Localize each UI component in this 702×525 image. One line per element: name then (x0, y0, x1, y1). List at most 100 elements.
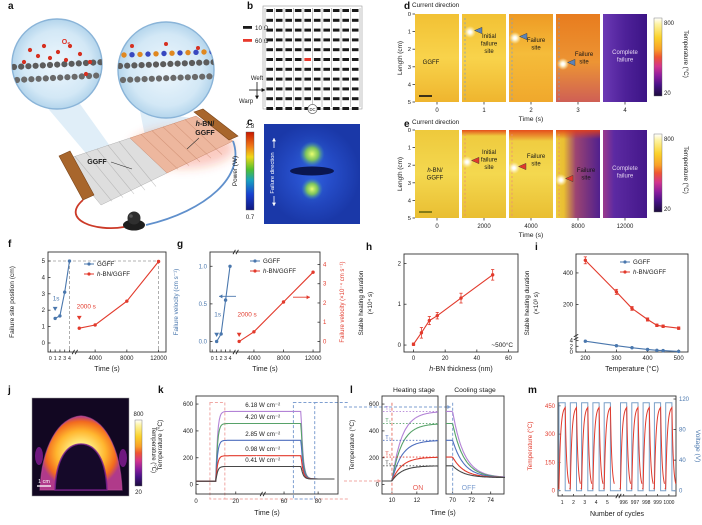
xtick-label: 1 (482, 108, 486, 114)
resistor-10ohm (332, 28, 340, 32)
data-point (645, 317, 650, 322)
x-axis-label: Temperature (°C) (605, 365, 659, 373)
carbon-atom (203, 59, 210, 66)
resistor-10ohm (332, 67, 340, 71)
resistor-10ohm (266, 107, 273, 110)
carbon-atom (174, 60, 181, 67)
ytick-label: 600 (369, 402, 380, 408)
wire-red (74, 199, 125, 229)
resistor-10ohm (266, 97, 273, 101)
resistor-10ohm (304, 18, 311, 22)
boron-atom (137, 51, 143, 58)
resistor-10ohm (342, 97, 349, 101)
y-axis-label: Stable heating duration (524, 270, 531, 335)
xtick-label: 2 (572, 500, 575, 506)
carbon-atom (25, 63, 32, 70)
axis-break (573, 336, 579, 341)
xtick-label: 0 (49, 356, 52, 362)
failure-arrow-marker (566, 58, 576, 67)
xtick-label: 998 (642, 500, 651, 506)
data-point (228, 264, 232, 268)
ytick-label-left: 300 (545, 432, 556, 438)
resistor-10ohm (266, 67, 273, 71)
ytick-label: 0 (398, 343, 402, 349)
carbon-atom (145, 61, 152, 68)
series-curve (196, 465, 335, 482)
data-point (311, 270, 315, 274)
legend-marker (253, 259, 257, 263)
weave-line (184, 119, 223, 155)
x-axis-label: Number of cycles (590, 511, 645, 518)
ytick-label: 2 (42, 308, 46, 314)
oxygen-atom (164, 42, 168, 46)
colorbar-label: Temperature (°C) (682, 146, 689, 194)
ytick-label: 2 (408, 47, 411, 53)
carbon-atom (148, 75, 155, 82)
xtick-label: 400 (643, 356, 654, 362)
panel-j-thermal-image: 1 cm 800 20 Temperature (°C) (31, 397, 156, 497)
carbon-atom (93, 72, 100, 79)
nitrogen-atom (145, 51, 151, 57)
ytick-label-right: 3 (323, 282, 327, 288)
thermal-frame (415, 130, 459, 218)
carbon-atom (206, 73, 213, 80)
resistor-10ohm (304, 48, 311, 52)
carbon-atom (49, 74, 57, 82)
data-point (419, 331, 424, 335)
annotation-2000s: 2000 s (238, 312, 257, 319)
ytick-label: 200 (563, 302, 574, 308)
ytick-label-right: 40 (679, 458, 686, 464)
weave-line (74, 156, 113, 202)
data-point (614, 344, 619, 348)
data-point (237, 339, 241, 344)
ytick-label-right: 4 (323, 263, 327, 269)
xtick-label: 4000 (247, 356, 261, 362)
colorbar-min: 0.7 (246, 215, 255, 221)
failure-core (559, 178, 563, 182)
pointer-line (110, 161, 133, 170)
ytick-label: 400 (563, 271, 574, 277)
carbon-atom (46, 61, 54, 69)
x-axis-label: Time (s) (94, 366, 119, 373)
panel-k-power-steps-chart: 0 200 400 600 0 20 60 80 Time (s) Temperature (°C… (156, 395, 349, 517)
resistor-10ohm (351, 28, 359, 32)
carbon-atom (12, 63, 18, 71)
carbon-atom (167, 60, 174, 67)
y-axis-label: Failure site position (cm) (9, 266, 16, 338)
temperature-cycle (630, 406, 643, 490)
failure-core (465, 160, 469, 164)
ytick-label: 0 (42, 341, 46, 347)
xtick-label: 12000 (150, 356, 167, 362)
ytick-label: 2 (570, 344, 574, 350)
legend-label: 10 Ω (255, 25, 269, 32)
carbon-atom (119, 76, 127, 84)
arch-shadow (54, 443, 108, 491)
data-point (655, 323, 659, 328)
failure-arrow-marker (564, 174, 574, 183)
resistor-10ohm (266, 48, 273, 52)
legend-marker (623, 270, 627, 274)
resistor-10ohm (294, 48, 302, 52)
carbon-atom (152, 61, 160, 68)
xtick-label: 12000 (305, 356, 322, 362)
hbn-view (118, 42, 214, 84)
y-axis-label: Stable heating duration (358, 270, 365, 335)
ytick-label: 1 (408, 30, 411, 36)
edge-glow (35, 447, 43, 465)
resistor-10ohm (266, 58, 273, 61)
resistor-10ohm (313, 48, 321, 52)
resistor-10ohm (275, 107, 283, 110)
data-point (411, 342, 416, 346)
resistor-10ohm (313, 18, 321, 22)
ytick-label-right: 2 (323, 301, 327, 307)
resistor-10ohm (332, 9, 340, 12)
resistor-10ohm (285, 107, 292, 110)
series-h-BN/GGFF (413, 274, 494, 345)
data-point (661, 348, 665, 353)
oxygen-atom (21, 59, 27, 65)
panel-label-g: g (177, 239, 184, 250)
resistor-10ohm (313, 77, 321, 81)
weave-line (140, 134, 179, 170)
resistor-10ohm (342, 67, 349, 71)
pointer-line (186, 137, 200, 150)
